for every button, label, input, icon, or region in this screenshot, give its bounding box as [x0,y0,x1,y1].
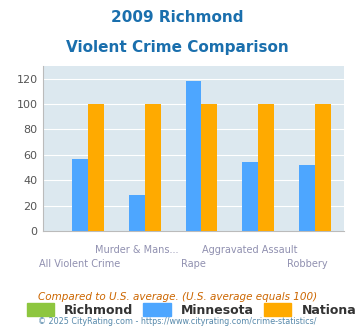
Text: Murder & Mans...: Murder & Mans... [95,245,179,255]
Bar [145,104,160,231]
Bar [299,165,315,231]
Text: © 2025 CityRating.com - https://www.cityrating.com/crime-statistics/: © 2025 CityRating.com - https://www.city… [38,317,317,326]
Bar [258,104,274,231]
Legend: Richmond, Minnesota, National: Richmond, Minnesota, National [22,298,355,322]
Text: All Violent Crime: All Violent Crime [39,259,121,269]
Text: Robbery: Robbery [286,259,327,269]
Bar [242,162,258,231]
Text: Violent Crime Comparison: Violent Crime Comparison [66,40,289,54]
Bar [315,104,331,231]
Text: Aggravated Assault: Aggravated Assault [202,245,298,255]
Text: Compared to U.S. average. (U.S. average equals 100): Compared to U.S. average. (U.S. average … [38,292,317,302]
Bar [129,195,145,231]
Text: Rape: Rape [181,259,206,269]
Text: 2009 Richmond: 2009 Richmond [111,10,244,25]
Bar [201,104,217,231]
Bar [186,81,201,231]
Bar [88,104,104,231]
Bar [72,159,88,231]
